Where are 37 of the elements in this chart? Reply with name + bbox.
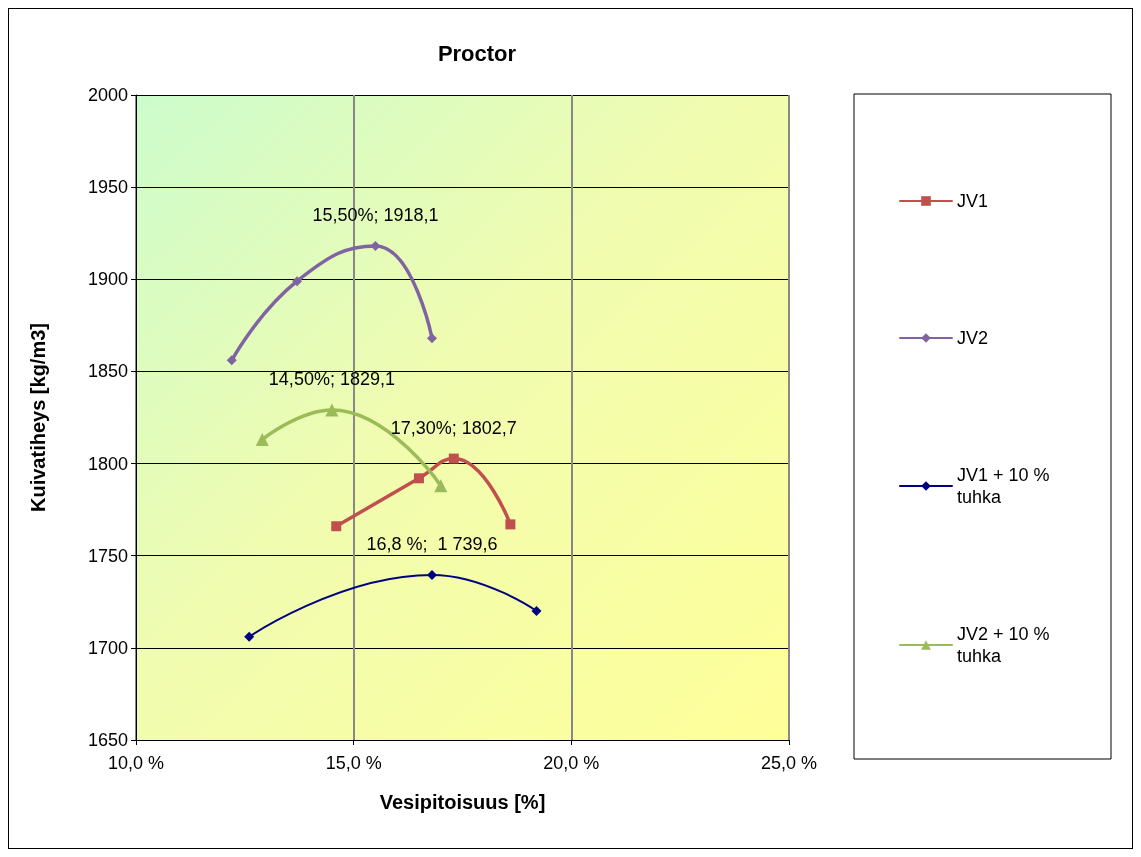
y-axis-title: Kuivatiheys [kg/m3] [27, 323, 49, 512]
point [413, 473, 424, 484]
y-tick-label: 2000 [87, 85, 128, 105]
y-tick-label: 1650 [87, 730, 128, 750]
point [427, 569, 438, 580]
legend-label: JV1 [957, 191, 989, 211]
y-tick-label: 1950 [87, 177, 128, 198]
x-tick-label: 15,0 % [325, 753, 382, 773]
point [427, 333, 438, 344]
x-tick-label: 20,0 % [543, 753, 600, 773]
chart-title: Proctor [437, 40, 517, 66]
point [448, 453, 459, 464]
point [325, 403, 339, 417]
point [531, 606, 542, 616]
point [255, 433, 269, 447]
annotation: 14,50%; 1829,1 [268, 368, 395, 389]
x-axis-title: Vesipitoisuus [%] [379, 791, 546, 813]
annotation: 15,50%; 1918,1 [312, 204, 439, 225]
annotation: 16,8 %; 1 739,6 [366, 533, 498, 554]
point [434, 479, 448, 493]
y-tick-label: 1800 [87, 453, 128, 474]
y-tick-label: 1700 [87, 637, 128, 658]
legend-label: JV2 [957, 328, 989, 348]
point [505, 519, 516, 530]
x-tick-label: 10,0 % [107, 753, 165, 773]
y-tick-label: 1850 [87, 361, 128, 382]
x-tick-label: 25,0 % [760, 753, 818, 773]
point [244, 631, 255, 642]
point [331, 521, 342, 532]
legend-label: JV2 + 10 % tuhka [957, 624, 1055, 666]
legend-label: JV1 + 10 % tuhka [957, 465, 1055, 507]
point [370, 240, 381, 251]
annotation: 17,30%; 1802,7 [390, 417, 517, 438]
point [292, 276, 303, 287]
y-tick-label: 1900 [87, 269, 128, 290]
point [226, 355, 237, 366]
y-tick-label: 1750 [87, 545, 128, 566]
